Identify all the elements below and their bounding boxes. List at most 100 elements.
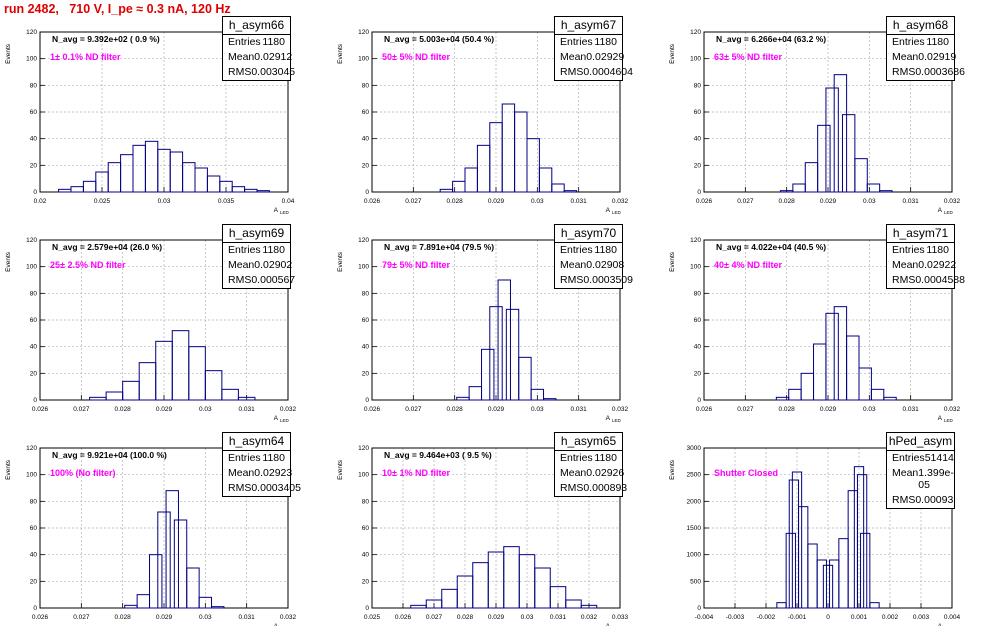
x-tick-label: 0.033 bbox=[612, 614, 629, 621]
histogram-bin bbox=[186, 567, 200, 609]
x-tick-label: 0.002 bbox=[882, 614, 899, 621]
x-axis-label: A bbox=[274, 415, 279, 422]
histogram-bin bbox=[89, 396, 107, 401]
y-tick-label: 0 bbox=[33, 189, 37, 196]
histogram-bin bbox=[155, 340, 173, 401]
stat-box-title: h_asym66 bbox=[223, 17, 290, 35]
filter-label: 1± 0.1% ND filter bbox=[50, 52, 121, 62]
histogram-bin bbox=[501, 103, 516, 193]
x-tick-label: 0.03 bbox=[521, 614, 534, 621]
y-tick-label: 120 bbox=[358, 29, 369, 36]
stat-row: Mean 0.02923 bbox=[223, 466, 293, 481]
stat-row: RMS 0.000893 bbox=[555, 481, 627, 496]
histogram-bin bbox=[798, 506, 809, 609]
histogram-bin bbox=[869, 602, 880, 609]
histogram-bin bbox=[883, 396, 897, 401]
y-tick-label: 3000 bbox=[687, 445, 702, 452]
stat-key: Entries bbox=[228, 36, 261, 48]
y-tick-label: 20 bbox=[362, 578, 370, 585]
stat-value: 0.02923 bbox=[254, 467, 293, 479]
histogram-bin bbox=[136, 594, 151, 609]
histogram-svg: 0.026 0.027 0.028 0.029 0.03 0.031 0.032 0 20 40 6… bbox=[337, 29, 629, 215]
filter-label: 10± 1% ND filter bbox=[382, 468, 450, 478]
x-axis-label: A bbox=[606, 207, 611, 214]
histogram-bin bbox=[879, 190, 893, 193]
histogram-bin bbox=[549, 586, 567, 609]
stat-value: 0.02919 bbox=[918, 51, 957, 63]
y-tick-label: 0 bbox=[697, 189, 701, 196]
filter-label: 50± 5% ND filter bbox=[382, 52, 450, 62]
histogram-panel-h_asym69: 0.026 0.027 0.028 0.029 0.03 0.031 0.032 0 20 40 6… bbox=[0, 218, 320, 423]
histogram-bin bbox=[194, 167, 208, 193]
stat-value: 1180 bbox=[594, 36, 617, 48]
stat-key: Mean bbox=[560, 467, 587, 479]
stat-key: Mean bbox=[228, 259, 255, 271]
histogram-bin bbox=[441, 588, 458, 609]
stat-box-title: h_asym69 bbox=[223, 225, 290, 243]
y-axis-label: Events bbox=[337, 251, 344, 272]
y-tick-label: 80 bbox=[694, 82, 702, 89]
x-tick-label: 0.03 bbox=[158, 198, 171, 205]
x-tick-label: 0.028 bbox=[447, 406, 464, 413]
histogram-bin bbox=[70, 186, 84, 193]
x-tick-label: -0.004 bbox=[695, 614, 714, 621]
stat-box-title: h_asym65 bbox=[555, 433, 622, 451]
histogram-bin bbox=[256, 190, 270, 193]
histogram-bin bbox=[206, 175, 221, 193]
histogram-bin bbox=[198, 596, 213, 609]
stat-box: h_asym71 Entries 1180 Mean 0.02922 RMS 0.00045… bbox=[886, 224, 965, 289]
histogram-bin bbox=[468, 386, 483, 401]
y-tick-label: 40 bbox=[362, 136, 370, 143]
x-axis-label-subscript: LED bbox=[612, 210, 622, 215]
histogram-bin bbox=[169, 151, 184, 193]
stat-row: RMS 0.0004588 bbox=[887, 273, 965, 288]
histogram-bin bbox=[410, 604, 427, 609]
y-tick-label: 20 bbox=[362, 370, 370, 377]
stat-value: 0.00093 bbox=[915, 494, 954, 506]
x-tick-label: 0.001 bbox=[851, 614, 868, 621]
histogram-bin bbox=[870, 388, 885, 401]
histogram-bin bbox=[165, 490, 179, 609]
x-tick-label: 0.028 bbox=[115, 406, 132, 413]
stat-box: h_asym65 Entries 1180 Mean 0.02926 RMS 0.00089… bbox=[554, 432, 627, 497]
stat-box-title: h_asym71 bbox=[887, 225, 954, 243]
histogram-bin bbox=[580, 604, 598, 609]
histogram-bin bbox=[105, 391, 124, 401]
x-tick-label: 0.026 bbox=[395, 614, 412, 621]
histogram-bin bbox=[813, 343, 827, 401]
x-tick-label: -0.001 bbox=[788, 614, 807, 621]
y-tick-label: 0 bbox=[365, 397, 369, 404]
y-tick-label: 80 bbox=[362, 82, 370, 89]
y-tick-label: 80 bbox=[362, 290, 370, 297]
histogram-bin bbox=[171, 330, 190, 401]
histogram-bin bbox=[144, 140, 159, 193]
y-tick-label: 0 bbox=[33, 605, 37, 612]
stat-box: h_asym64 Entries 1180 Mean 0.02923 RMS 0.00034… bbox=[222, 432, 301, 497]
x-tick-label: 0.026 bbox=[364, 406, 381, 413]
stat-row: Mean 0.02926 bbox=[555, 466, 624, 481]
histogram-bin bbox=[503, 546, 520, 609]
y-axis-label: Events bbox=[5, 251, 12, 272]
stat-key: Entries bbox=[560, 244, 593, 256]
y-tick-label: 80 bbox=[30, 290, 38, 297]
stat-value: 1180 bbox=[262, 244, 285, 256]
histogram-bin bbox=[534, 567, 551, 609]
y-tick-label: 20 bbox=[30, 370, 38, 377]
stat-key: Entries bbox=[228, 244, 261, 256]
stat-value: 0.02908 bbox=[586, 259, 625, 271]
stat-row: Entries 1180 bbox=[223, 243, 290, 258]
histogram-bin bbox=[807, 543, 818, 609]
x-axis-label-subscript: LED bbox=[280, 210, 290, 215]
histogram-svg: -0.004 -0.003 -0.002 -0.001 0 0.001 0.002 0.003… bbox=[669, 445, 961, 626]
x-tick-label: 0.028 bbox=[115, 614, 132, 621]
y-axis-label: Events bbox=[5, 459, 12, 480]
navg-label: N_avg = 5.003e+04 (50.4 %) bbox=[384, 34, 495, 44]
stat-key: Entries bbox=[560, 452, 593, 464]
y-tick-label: 40 bbox=[30, 552, 38, 559]
x-tick-label: 0.028 bbox=[779, 198, 796, 205]
y-tick-label: 2500 bbox=[687, 472, 702, 479]
stat-value: 0.000567 bbox=[251, 274, 296, 286]
run-title: run 2482, 710 V, I_pe ≈ 0.3 nA, 120 Hz bbox=[4, 2, 231, 16]
filter-label: 40± 4% ND filter bbox=[714, 260, 782, 270]
stat-row: Mean 0.02929 bbox=[555, 50, 624, 65]
